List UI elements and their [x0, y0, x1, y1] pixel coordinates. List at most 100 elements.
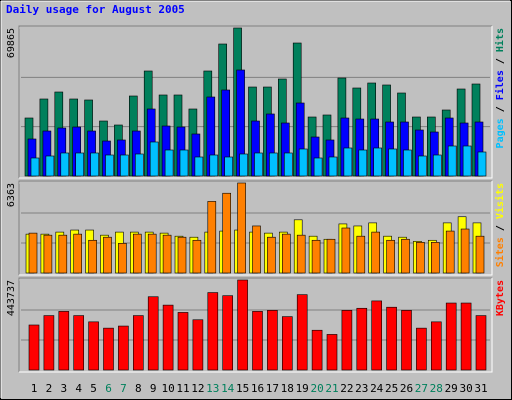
- bar: [58, 234, 68, 274]
- bar: [192, 239, 202, 274]
- x-tick-label: 17: [266, 382, 279, 395]
- bar: [296, 294, 308, 371]
- panel-bevel: [18, 180, 492, 275]
- x-tick-label: 5: [90, 382, 97, 395]
- bar: [343, 147, 353, 177]
- bar: [373, 147, 383, 177]
- bar: [194, 156, 204, 177]
- bar: [371, 300, 383, 371]
- bar: [162, 304, 174, 371]
- bar: [207, 292, 219, 371]
- x-tick-label: 30: [459, 382, 472, 395]
- bar: [267, 310, 278, 371]
- bar: [252, 225, 261, 274]
- bar: [388, 148, 397, 177]
- bar: [133, 233, 142, 274]
- bar: [401, 238, 410, 274]
- bar: [133, 315, 144, 371]
- bar: [418, 155, 427, 177]
- bar: [45, 155, 55, 177]
- x-tick-label: 6: [105, 382, 112, 395]
- bar: [224, 156, 233, 177]
- x-tick-label: 12: [191, 382, 204, 395]
- x-tick-label: 2: [46, 382, 53, 395]
- x-tick-label: 23: [355, 382, 368, 395]
- x-tick-label: 9: [150, 382, 157, 395]
- x-tick-label: 4: [75, 382, 82, 395]
- legend-entry: Sites: [494, 237, 506, 267]
- x-tick-label: 3: [60, 382, 67, 395]
- bar: [460, 302, 472, 371]
- bar: [475, 235, 485, 274]
- bar: [162, 234, 172, 274]
- bar: [445, 302, 457, 371]
- panel-bevel: [18, 25, 492, 178]
- panel-bevel: [19, 26, 493, 179]
- bar: [239, 153, 248, 177]
- x-tick-label: 22: [340, 382, 353, 395]
- x-tick-label: 21: [325, 382, 338, 395]
- bar: [58, 311, 70, 371]
- bar: [475, 315, 487, 371]
- bar: [386, 306, 397, 371]
- x-tick-label: 1: [31, 382, 38, 395]
- y-tick-label: 69865: [6, 28, 17, 58]
- bar: [60, 152, 70, 177]
- bar: [105, 154, 114, 177]
- x-tick-label: 10: [161, 382, 174, 395]
- bar: [90, 152, 99, 177]
- bar: [222, 295, 233, 371]
- bar: [341, 227, 351, 274]
- bar: [252, 311, 263, 371]
- x-tick-label: 14: [221, 382, 235, 395]
- bar: [192, 319, 204, 371]
- legend-entry: Pages: [495, 118, 506, 148]
- bar: [73, 233, 82, 274]
- x-tick-label: 19: [296, 382, 309, 395]
- bar: [177, 236, 187, 274]
- y-tick-label: 443737: [6, 280, 17, 316]
- bar: [207, 201, 217, 274]
- x-tick-label: 15: [236, 382, 249, 395]
- bar: [356, 235, 366, 274]
- x-tick-label: 24: [370, 382, 384, 395]
- bar: [371, 231, 381, 274]
- bar: [326, 238, 336, 274]
- bar: [432, 154, 442, 177]
- bar: [209, 154, 219, 177]
- x-tick-label: 29: [445, 382, 458, 395]
- bar: [43, 234, 53, 274]
- bar: [298, 148, 308, 177]
- bar: [28, 324, 40, 371]
- bar: [281, 233, 291, 274]
- legend-entry: Hits: [494, 28, 506, 52]
- bar: [88, 321, 99, 371]
- bar: [267, 236, 276, 274]
- bar: [341, 310, 353, 371]
- bar: [103, 327, 114, 371]
- x-tick-label: 18: [281, 382, 294, 395]
- bar: [118, 325, 129, 371]
- legend: Pages / Files / Hits: [494, 28, 506, 148]
- legend-entry: Files: [494, 70, 506, 100]
- chart-title: Daily usage for August 2005: [6, 3, 185, 16]
- x-tick-label: 13: [206, 382, 219, 395]
- bar: [401, 310, 412, 371]
- panel-bevel: [19, 278, 493, 373]
- bar: [103, 236, 112, 274]
- bar: [149, 141, 159, 177]
- bar: [75, 152, 84, 177]
- bar: [30, 157, 40, 177]
- legend-separator: /: [495, 219, 506, 237]
- bar: [386, 239, 395, 274]
- x-tick-label: 16: [251, 382, 264, 395]
- bar: [326, 334, 338, 371]
- x-tick-label: 31: [474, 382, 487, 395]
- bar: [445, 230, 455, 274]
- bar: [269, 152, 278, 177]
- legend-entry: Visits: [494, 183, 506, 219]
- bar: [88, 239, 97, 274]
- panel-bevel: [18, 277, 492, 372]
- x-tick-label: 11: [176, 382, 189, 395]
